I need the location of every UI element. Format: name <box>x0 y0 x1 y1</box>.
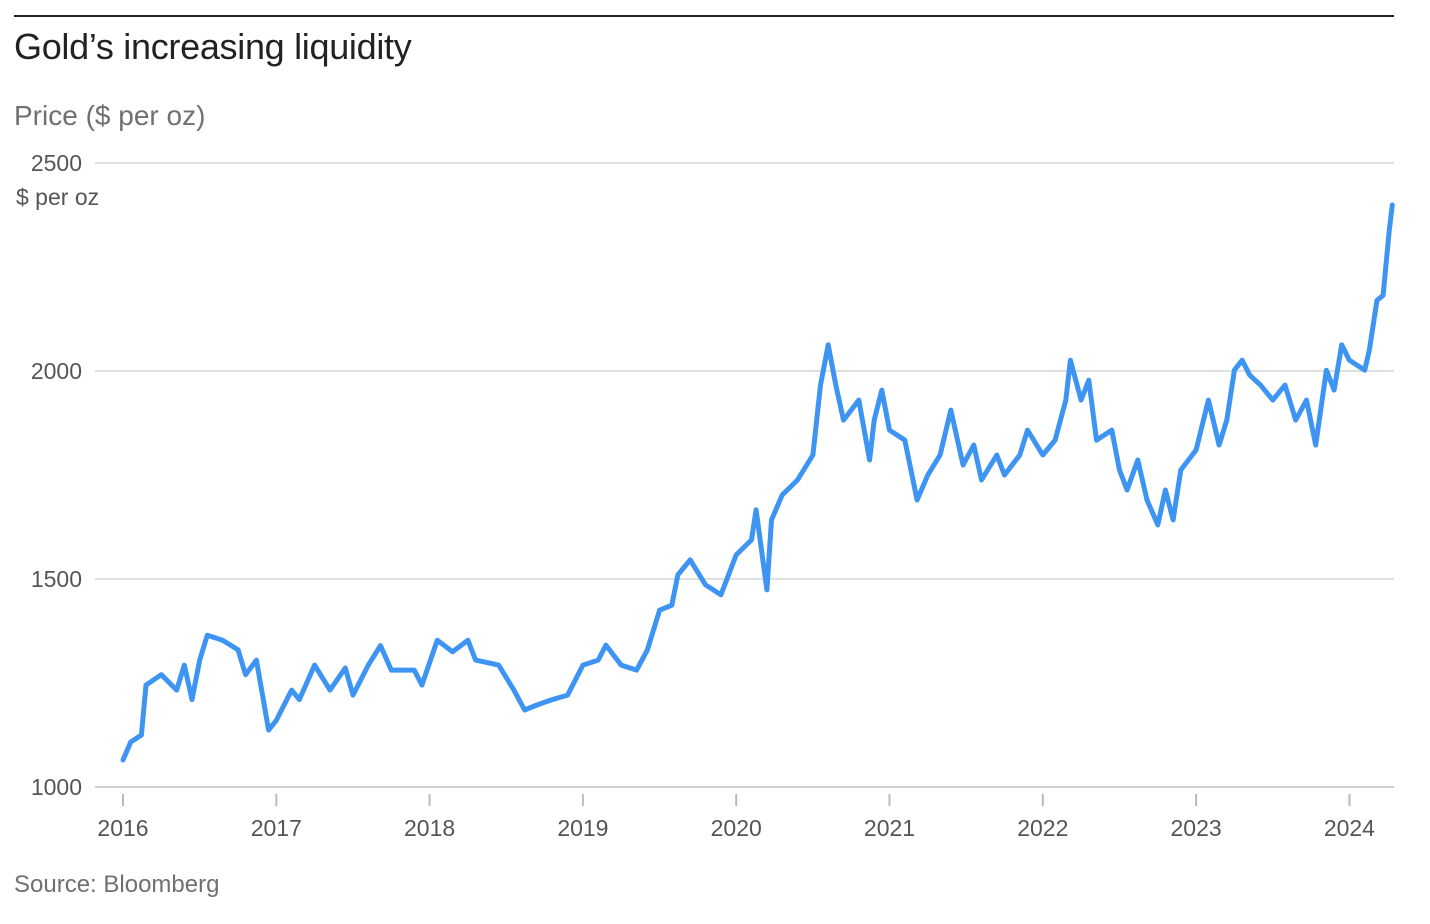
top-rule <box>14 15 1394 17</box>
x-tick-label-2018: 2018 <box>404 815 455 841</box>
x-tick-label-2020: 2020 <box>711 815 762 841</box>
y-axis-unit-label: $ per oz <box>16 184 99 210</box>
chart-title: Gold’s increasing liquidity <box>14 26 412 67</box>
y-tick-label-1500: 1500 <box>31 566 82 592</box>
x-tick-label-2019: 2019 <box>557 815 608 841</box>
x-tick-label-2024: 2024 <box>1324 815 1375 841</box>
chart-subtitle: Price ($ per oz) <box>14 100 206 131</box>
x-tick-label-2022: 2022 <box>1017 815 1068 841</box>
source-note: Source: Bloomberg <box>14 871 220 898</box>
y-tick-label-1000: 1000 <box>31 774 82 800</box>
x-tick-label-2021: 2021 <box>864 815 915 841</box>
x-tick-label-2016: 2016 <box>97 815 148 841</box>
x-tick-label-2023: 2023 <box>1171 815 1222 841</box>
y-tick-label-2500: 2500 <box>31 150 82 176</box>
series-line-gold-price <box>120 202 1395 763</box>
x-tick-label-2017: 2017 <box>251 815 302 841</box>
y-tick-label-2000: 2000 <box>31 358 82 384</box>
